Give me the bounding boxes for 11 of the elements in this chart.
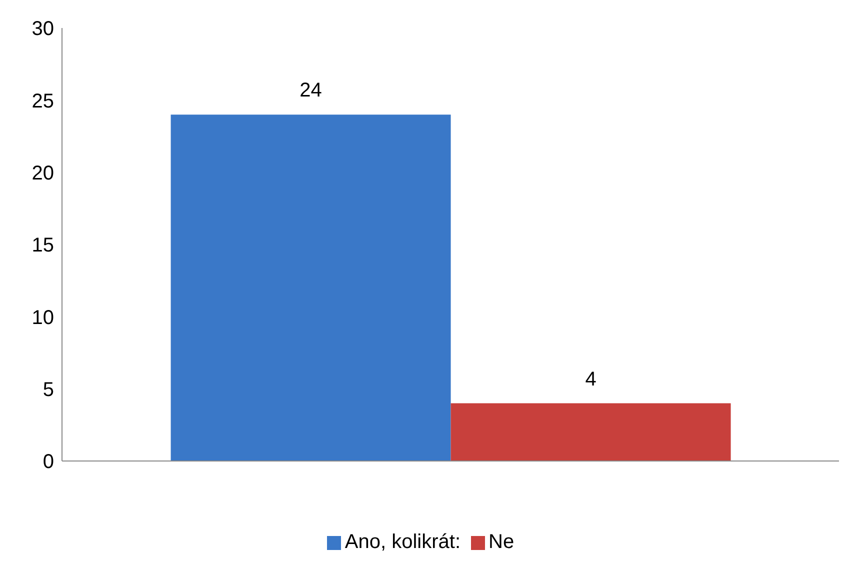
y-tick-label: 20 — [32, 162, 54, 184]
y-tick-label: 15 — [32, 234, 54, 257]
legend-label: Ne — [488, 531, 514, 553]
y-tick-label: 0 — [42, 451, 54, 474]
y-tick-label: 5 — [42, 378, 54, 401]
data-label: 4 — [585, 368, 596, 390]
y-tick-label: 30 — [32, 18, 54, 40]
y-tick-label: 25 — [32, 90, 54, 112]
y-tick-label: 10 — [32, 306, 54, 329]
legend-label: Ano, kolikrát: — [344, 531, 461, 553]
data-label: 24 — [300, 80, 322, 102]
